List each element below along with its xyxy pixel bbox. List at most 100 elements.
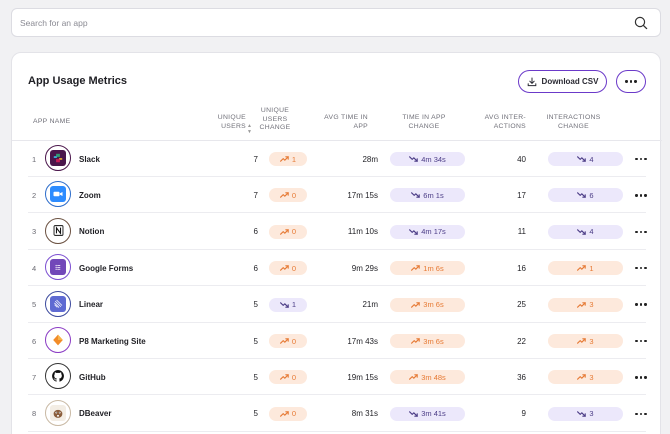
- time-change-value: 3m 41s: [421, 409, 446, 419]
- avg-time-value: 28m: [362, 154, 378, 164]
- trend-up-icon: [411, 338, 421, 344]
- table-row[interactable]: 5 Linear 5 1 21m 3m 6s 25 3: [28, 287, 648, 323]
- app-name[interactable]: Notion: [79, 227, 105, 237]
- users-change-chip: 0: [269, 406, 307, 421]
- slack-icon: [50, 150, 66, 166]
- time-change-chip: 6m 1s: [390, 188, 465, 203]
- inter-change-chip: 3: [548, 334, 623, 348]
- avg-time-value: 19m 15s: [347, 372, 378, 382]
- app-name[interactable]: P8 Marketing Site: [79, 336, 146, 346]
- table-row[interactable]: 4 Google Forms 6 0 9m 29s 1m 6s 16 1: [28, 250, 648, 287]
- app-name[interactable]: Slack: [79, 154, 100, 164]
- table-row[interactable]: 8 DBeaver 5 0 8m 31s 3m 41s 9 3: [28, 396, 648, 432]
- more-icon: [635, 339, 647, 343]
- time-change-chip: 3m 6s: [390, 297, 465, 312]
- users-change-chip: 1: [269, 152, 307, 166]
- trend-down-icon: [409, 229, 418, 235]
- unique-users-value: 5: [253, 372, 258, 382]
- avg-interactions-value: 36: [517, 372, 526, 382]
- users-change-value: 0: [291, 372, 297, 382]
- col-avg-time[interactable]: AVG TIME IN APP: [324, 114, 368, 130]
- row-more-button[interactable]: [634, 409, 648, 419]
- more-icon: [635, 266, 647, 270]
- app-logo: [45, 217, 71, 244]
- zoom-icon: [50, 186, 66, 203]
- row-more-button[interactable]: [634, 190, 648, 200]
- users-change-value: 0: [291, 190, 297, 200]
- col-unique-users[interactable]: UNIQUE USERS: [217, 114, 246, 130]
- col-users-change[interactable]: UNIQUE USERS CHANGE: [259, 107, 291, 131]
- table-row[interactable]: 1 Slack 7 1 28m 4m 34s 40 4: [28, 141, 648, 177]
- table-row[interactable]: 3 Notion 6 0 11m 10s 4m 17s 11 4: [28, 214, 648, 250]
- app-name[interactable]: DBeaver: [79, 409, 112, 419]
- trend-down-icon: [577, 156, 587, 162]
- google-forms-icon: [50, 259, 66, 276]
- avg-time-value: 17m 15s: [347, 190, 378, 200]
- time-change-value: 6m 1s: [423, 190, 444, 200]
- col-avg-interactions[interactable]: AVG INTER- ACTIONS: [484, 114, 526, 130]
- trend-down-icon: [411, 192, 421, 199]
- trend-up-icon: [279, 229, 289, 235]
- app-logo: [45, 327, 71, 353]
- search-icon[interactable]: [634, 16, 648, 30]
- trend-down-icon: [409, 156, 418, 162]
- users-change-chip: 0: [269, 224, 307, 239]
- inter-change-chip: 1: [548, 261, 623, 276]
- time-change-chip: 1m 6s: [390, 261, 465, 276]
- inter-change-value: 3: [589, 409, 594, 419]
- trend-down-icon: [409, 411, 418, 417]
- app-name[interactable]: Zoom: [79, 190, 101, 200]
- table-row[interactable]: 2 Zoom 7 0 17m 15s 6m 1s 17 6: [28, 177, 648, 214]
- search-input[interactable]: [20, 14, 620, 32]
- time-change-value: 3m 6s: [423, 300, 444, 310]
- app-usage-card: App Usage Metrics Download CSV APP NAME …: [11, 52, 662, 434]
- app-name[interactable]: Linear: [79, 300, 104, 310]
- col-time-change[interactable]: TIME IN APP CHANGE: [402, 114, 446, 130]
- search-bar[interactable]: [11, 8, 661, 37]
- col-app-name[interactable]: APP NAME: [33, 118, 71, 125]
- download-csv-button[interactable]: Download CSV: [518, 70, 607, 93]
- inter-change-value: 3: [589, 372, 594, 382]
- trend-down-icon: [577, 229, 587, 235]
- time-change-value: 3m 48s: [421, 372, 446, 382]
- more-icon: [635, 157, 647, 161]
- row-more-button[interactable]: [634, 336, 648, 346]
- row-more-button[interactable]: [634, 154, 648, 164]
- more-icon: [635, 194, 647, 197]
- app-logo: [45, 145, 71, 171]
- time-change-value: 3m 6s: [423, 336, 444, 346]
- app-logo: [45, 363, 71, 390]
- users-change-value: 1: [291, 300, 297, 310]
- row-more-button[interactable]: [634, 300, 648, 310]
- col-interactions-change[interactable]: INTERACTIONS CHANGE: [546, 114, 601, 130]
- avg-interactions-value: 25: [517, 300, 526, 310]
- more-icon: [625, 80, 637, 83]
- inter-change-value: 4: [589, 154, 594, 164]
- avg-interactions-value: 11: [517, 227, 526, 237]
- github-icon: [50, 368, 66, 385]
- trend-up-icon: [279, 192, 289, 199]
- row-index: 7: [32, 372, 37, 382]
- inter-change-value: 1: [589, 263, 594, 273]
- card-more-button[interactable]: [616, 70, 646, 93]
- app-logo: [45, 254, 71, 281]
- trend-up-icon: [411, 265, 421, 271]
- users-change-value: 0: [291, 336, 297, 346]
- avg-interactions-value: 22: [517, 336, 526, 346]
- table-header: APP NAME UNIQUE USERS UNIQUE USERS CHANGE A…: [12, 105, 662, 141]
- time-change-chip: 3m 41s: [390, 406, 465, 421]
- row-more-button[interactable]: [634, 372, 648, 382]
- users-change-value: 0: [291, 227, 297, 237]
- table-row[interactable]: 7 GitHub 5 0 19m 15s 3m 48s 36 3: [28, 359, 648, 396]
- trend-up-icon: [577, 374, 587, 381]
- users-change-chip: 0: [269, 261, 307, 276]
- app-name[interactable]: GitHub: [79, 372, 106, 382]
- row-index: 3: [32, 227, 37, 237]
- table-row[interactable]: 6 P8 Marketing Site 5 0 17m 43s 3m 6s 22…: [28, 323, 648, 359]
- inter-change-chip: 3: [548, 370, 623, 385]
- users-change-chip: 1: [269, 297, 307, 312]
- trend-up-icon: [409, 374, 418, 381]
- app-name[interactable]: Google Forms: [79, 263, 134, 273]
- row-more-button[interactable]: [634, 263, 648, 273]
- row-more-button[interactable]: [634, 227, 648, 237]
